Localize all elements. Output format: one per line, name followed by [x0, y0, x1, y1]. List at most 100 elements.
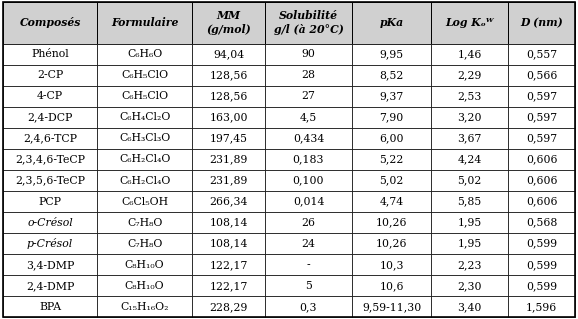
Bar [98, 212, 192, 233]
Text: 0,183: 0,183 [292, 154, 324, 165]
Bar [431, 128, 508, 149]
Text: 0,100: 0,100 [292, 175, 324, 186]
Text: Composés: Composés [20, 17, 81, 28]
Text: C₆H₃Cl₃O: C₆H₃Cl₃O [119, 133, 171, 144]
Text: Formulaire: Formulaire [111, 17, 179, 28]
Bar [508, 65, 575, 86]
Text: 163,00: 163,00 [209, 112, 248, 122]
Text: 6,00: 6,00 [379, 133, 404, 144]
Text: 231,89: 231,89 [209, 175, 248, 186]
Bar [508, 149, 575, 170]
Bar [265, 44, 351, 65]
Bar [98, 275, 192, 296]
Text: o-Crésol: o-Crésol [27, 218, 73, 228]
Text: 28: 28 [302, 70, 316, 80]
Bar [265, 212, 351, 233]
Bar [431, 191, 508, 212]
Text: 0,014: 0,014 [293, 197, 324, 207]
Bar [3, 275, 98, 296]
Bar [192, 86, 265, 107]
Bar [192, 128, 265, 149]
Text: 0,597: 0,597 [526, 112, 557, 122]
Text: C₆H₂Cl₄O: C₆H₂Cl₄O [119, 175, 171, 186]
Bar [351, 233, 431, 254]
Bar [265, 233, 351, 254]
Text: 5,02: 5,02 [379, 175, 403, 186]
Bar [98, 44, 192, 65]
Text: 0,566: 0,566 [526, 70, 557, 80]
Bar [265, 107, 351, 128]
Bar [508, 128, 575, 149]
Text: 4,24: 4,24 [458, 154, 482, 165]
Text: 128,56: 128,56 [209, 91, 248, 101]
Bar [431, 254, 508, 275]
Bar [431, 170, 508, 191]
Text: 2,29: 2,29 [458, 70, 482, 80]
Bar [265, 296, 351, 317]
Bar [431, 86, 508, 107]
Text: 0,599: 0,599 [526, 281, 557, 291]
Bar [351, 212, 431, 233]
Bar [98, 149, 192, 170]
Bar [3, 2, 98, 44]
Text: C₆H₆O: C₆H₆O [127, 49, 162, 59]
Text: 228,29: 228,29 [209, 302, 248, 312]
Bar [508, 254, 575, 275]
Bar [192, 212, 265, 233]
Bar [351, 296, 431, 317]
Text: D (nm): D (nm) [520, 17, 563, 28]
Text: 10,26: 10,26 [376, 239, 407, 249]
Bar [431, 233, 508, 254]
Bar [431, 2, 508, 44]
Text: 0,557: 0,557 [526, 49, 557, 59]
Text: Solubilité
g/l (à 20°C): Solubilité g/l (à 20°C) [273, 10, 343, 35]
Text: 0,606: 0,606 [526, 175, 557, 186]
Text: 0,597: 0,597 [526, 133, 557, 144]
Text: 197,45: 197,45 [210, 133, 247, 144]
Bar [98, 107, 192, 128]
Bar [98, 254, 192, 275]
Text: pKa: pKa [379, 17, 403, 28]
Bar [98, 233, 192, 254]
Bar [508, 86, 575, 107]
Text: 2,4,6-TCP: 2,4,6-TCP [23, 133, 77, 144]
Bar [431, 212, 508, 233]
Text: 4,74: 4,74 [379, 197, 403, 207]
Bar [508, 170, 575, 191]
Bar [192, 191, 265, 212]
Bar [3, 149, 98, 170]
Text: 0,599: 0,599 [526, 260, 557, 270]
Bar [192, 44, 265, 65]
Text: 94,04: 94,04 [213, 49, 244, 59]
Text: 3,67: 3,67 [458, 133, 482, 144]
Bar [431, 275, 508, 296]
Text: 3,20: 3,20 [457, 112, 482, 122]
Bar [431, 149, 508, 170]
Text: 3,4-DMP: 3,4-DMP [26, 260, 75, 270]
Bar [351, 2, 431, 44]
Bar [3, 254, 98, 275]
Bar [3, 107, 98, 128]
Text: C₆H₄Cl₂O: C₆H₄Cl₂O [119, 112, 171, 122]
Text: 122,17: 122,17 [209, 260, 248, 270]
Bar [265, 149, 351, 170]
Bar [192, 107, 265, 128]
Bar [265, 86, 351, 107]
Text: 108,14: 108,14 [209, 239, 248, 249]
Text: 1,596: 1,596 [526, 302, 557, 312]
Text: 9,59-11,30: 9,59-11,30 [362, 302, 421, 312]
Bar [431, 44, 508, 65]
Text: 2,53: 2,53 [458, 91, 482, 101]
Text: 90: 90 [302, 49, 316, 59]
Text: C₈H₁₀O: C₈H₁₀O [125, 281, 165, 291]
Bar [508, 233, 575, 254]
Text: 9,37: 9,37 [379, 91, 403, 101]
Text: 0,599: 0,599 [526, 239, 557, 249]
Bar [98, 296, 192, 317]
Text: 0,606: 0,606 [526, 154, 557, 165]
Text: 5,02: 5,02 [458, 175, 482, 186]
Bar [431, 107, 508, 128]
Bar [351, 44, 431, 65]
Bar [351, 107, 431, 128]
Text: 9,95: 9,95 [379, 49, 403, 59]
